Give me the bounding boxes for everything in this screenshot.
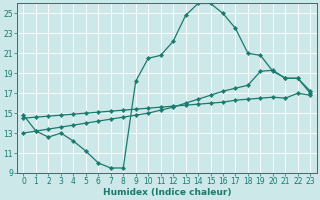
- X-axis label: Humidex (Indice chaleur): Humidex (Indice chaleur): [103, 188, 231, 197]
